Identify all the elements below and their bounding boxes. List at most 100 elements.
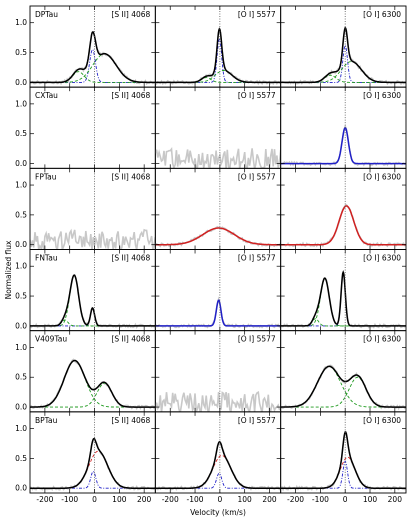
x-tick-label: 100 <box>112 495 127 504</box>
star-name-label: BPTau <box>35 416 58 425</box>
blue-component-curve <box>30 471 156 489</box>
x-tick-label: -200 <box>162 495 179 504</box>
total-fit-curve <box>30 274 156 327</box>
y-axis-title: Normalized flux <box>4 240 13 299</box>
x-tick-label: 100 <box>363 495 378 504</box>
line-name-label: [S II] 4068 <box>111 172 150 181</box>
blue-component-curve <box>155 472 281 489</box>
y-tick-label: 1.0 <box>15 18 27 27</box>
observed-spectrum <box>30 358 156 411</box>
green-component-curve <box>280 277 406 327</box>
line-name-label: [O I] 5577 <box>238 335 276 344</box>
observed-spectrum <box>30 228 156 250</box>
x-tick-label: 200 <box>388 495 403 504</box>
observed-spectrum <box>155 147 281 169</box>
line-name-label: [O I] 6300 <box>363 91 401 100</box>
observed-spectrum <box>280 203 406 248</box>
y-tick-label: 0.0 <box>15 321 27 330</box>
y-tick-label: 0.5 <box>15 454 27 463</box>
line-name-label: [O I] 5577 <box>238 172 276 181</box>
blue-component-curve <box>280 44 406 83</box>
total-fit-curve <box>280 26 406 84</box>
observed-spectrum <box>280 272 406 329</box>
line-name-label: [O I] 5577 <box>238 416 276 425</box>
line-name-label: [S II] 4068 <box>111 91 150 100</box>
red-component-curve <box>155 454 281 489</box>
blue-component-curve <box>30 307 156 327</box>
total-fit-curve <box>30 437 156 489</box>
y-tick-label: 0.0 <box>15 78 27 87</box>
total-fit-curve <box>155 27 281 84</box>
y-tick-label: 0.0 <box>15 240 27 249</box>
panel-frame <box>280 411 407 494</box>
x-tick-label: 0 <box>217 495 222 504</box>
total-fit-curve <box>280 126 406 165</box>
observed-spectrum <box>30 31 156 86</box>
x-tick-label: -200 <box>287 495 304 504</box>
y-tick-label: 1.0 <box>15 343 27 352</box>
total-fit-curve <box>280 269 406 327</box>
green-component-curve <box>280 61 406 83</box>
line-name-label: [O I] 5577 <box>238 91 276 100</box>
y-tick-label: 0.5 <box>15 129 27 138</box>
x-tick-label: 200 <box>137 495 152 504</box>
y-tick-label: 1.0 <box>15 424 27 433</box>
y-tick-label: 0.0 <box>15 403 27 412</box>
y-tick-label: 0.5 <box>15 48 27 57</box>
x-axis-title: Velocity (km/s) <box>190 508 246 517</box>
line-name-label: [O I] 6300 <box>363 10 401 19</box>
y-tick-label: 0.5 <box>15 373 27 382</box>
line-name-label: [S II] 4068 <box>111 10 150 19</box>
x-tick-label: 200 <box>262 495 277 504</box>
line-name-label: [O I] 5577 <box>238 10 276 19</box>
line-name-label: [O I] 5577 <box>238 254 276 263</box>
total-fit-curve <box>280 205 406 246</box>
observed-spectrum <box>30 273 156 329</box>
star-name-label: FNTau <box>35 254 58 263</box>
total-fit-curve <box>155 299 281 327</box>
line-name-label: [S II] 4068 <box>111 335 150 344</box>
green-component-curve <box>30 274 156 327</box>
y-tick-label: 0.5 <box>15 292 27 301</box>
red-component-curve <box>155 227 281 246</box>
green-component-curve <box>30 53 156 83</box>
y-tick-label: 0.5 <box>15 210 27 219</box>
observed-spectrum <box>280 364 406 411</box>
star-name-label: CXTau <box>35 91 58 100</box>
green-component-curve <box>30 382 156 408</box>
line-name-label: [O I] 6300 <box>363 335 401 344</box>
total-fit-curve <box>280 431 406 489</box>
x-tick-label: 0 <box>343 495 348 504</box>
total-fit-curve <box>280 365 406 408</box>
observed-spectrum <box>30 436 156 491</box>
red-component-curve <box>280 205 406 246</box>
x-tick-label: -200 <box>36 495 53 504</box>
total-fit-curve <box>30 359 156 408</box>
x-tick-label: -100 <box>187 495 204 504</box>
line-name-label: [O I] 6300 <box>363 254 401 263</box>
blue-component-curve <box>30 49 156 83</box>
observed-spectrum <box>155 390 281 412</box>
y-tick-label: 1.0 <box>15 181 27 190</box>
y-tick-label: 0.0 <box>15 159 27 168</box>
line-name-label: [O I] 6300 <box>363 172 401 181</box>
star-name-label: DPTau <box>35 10 58 19</box>
x-tick-label: 100 <box>238 495 253 504</box>
line-name-label: [O I] 6300 <box>363 416 401 425</box>
blue-component-curve <box>280 460 406 489</box>
green-component-curve <box>280 366 406 408</box>
y-tick-label: 0.0 <box>15 484 27 493</box>
x-tick-label: 0 <box>92 495 97 504</box>
line-name-label: [S II] 4068 <box>111 254 150 263</box>
y-tick-label: 1.0 <box>15 262 27 271</box>
red-component-curve <box>30 450 156 489</box>
total-fit-curve <box>30 30 156 84</box>
observed-spectrum <box>155 225 281 248</box>
x-tick-label: -100 <box>312 495 329 504</box>
total-fit-curve <box>155 227 281 246</box>
line-name-label: [S II] 4068 <box>111 416 150 425</box>
observed-spectrum <box>155 442 281 491</box>
y-tick-label: 1.0 <box>15 99 27 108</box>
star-name-label: V409Tau <box>35 335 67 344</box>
star-name-label: FPTau <box>35 172 57 181</box>
